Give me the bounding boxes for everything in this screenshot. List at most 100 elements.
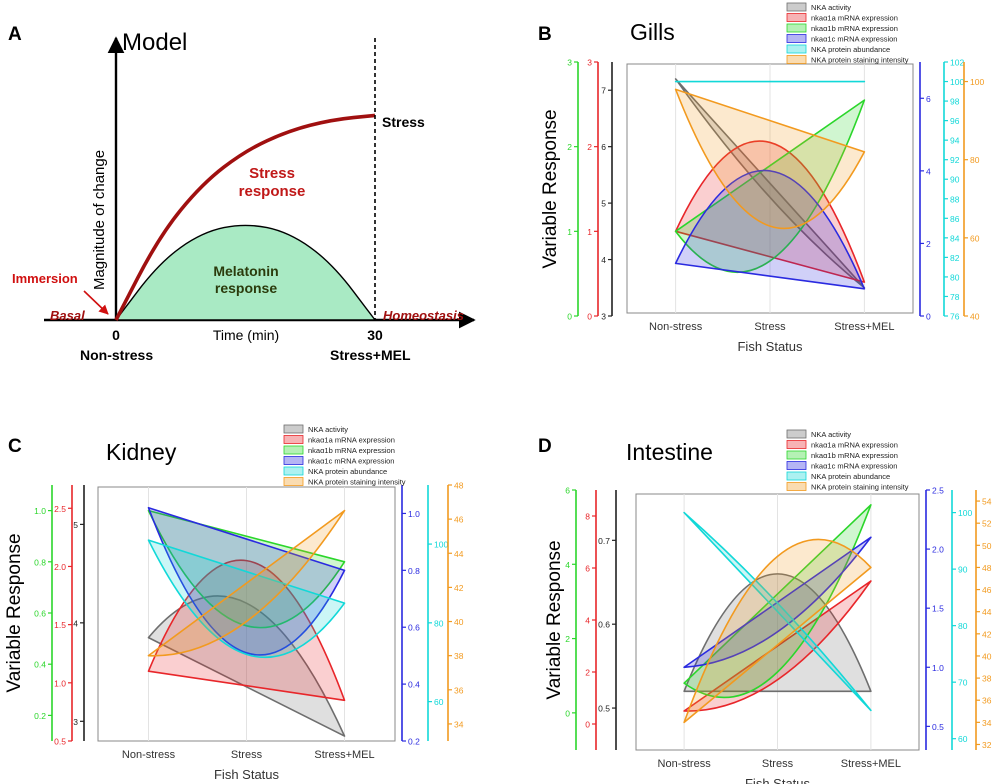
axis-tick-label: 100 [958, 508, 972, 518]
legend-swatch [786, 482, 807, 491]
axis-tick-label: 3 [601, 312, 606, 322]
homeostasis-label: Homeostasis [383, 308, 464, 323]
panel-title-b: Gills [630, 19, 675, 45]
axis-tick-label: 100 [970, 77, 984, 87]
axis-tick-label: 5 [73, 520, 78, 530]
axis-tick-label: 80 [434, 618, 444, 628]
axis-tick-label: 90 [950, 175, 960, 185]
legend-swatch [786, 440, 807, 449]
axis-tick-label: 80 [958, 621, 968, 631]
stress-response-label-2: response [239, 183, 306, 200]
x-tick-30: 30 [367, 327, 383, 343]
axis-tick-label: 40 [982, 651, 992, 661]
model-title: Model [122, 29, 187, 56]
axis-tick-label: 96 [950, 116, 960, 126]
legend-label: NKA protein staining intensity [811, 483, 909, 492]
axis-tick-label: 7 [601, 86, 606, 96]
melatonin-response-area [114, 224, 377, 321]
axis-tick-label: 80 [950, 272, 960, 282]
legend-label: nkaα1a mRNA expression [811, 441, 898, 450]
non-stress-label: Non-stress [80, 347, 153, 363]
y-axis-label: Variable Response [544, 540, 565, 699]
x-category-label: Stress+MEL [314, 749, 374, 761]
legend-label: NKA activity [811, 3, 851, 12]
axis-tick-label: 0 [926, 312, 931, 322]
panel-letter-a: A [8, 24, 22, 45]
x-axis-label: Fish Status [745, 776, 811, 784]
legend-swatch [786, 13, 807, 22]
series-3-area [147, 509, 346, 629]
legend-label: NKA protein abundance [811, 472, 890, 481]
legend-label: NKA activity [308, 425, 348, 434]
series-6-area [674, 88, 866, 229]
legend-swatch [786, 471, 807, 481]
axis-tick-label: 5 [601, 199, 606, 209]
legend-label: nkaα1a mRNA expression [308, 436, 395, 445]
panel-letter-b: B [538, 24, 552, 45]
series-3-area [674, 99, 866, 273]
axis-tick-label: 78 [950, 292, 960, 302]
axis-tick-label: 84 [950, 233, 960, 243]
panel-b: B Gills0123012334567024676788082848688909… [538, 2, 984, 354]
panel-title-c: Kidney [106, 439, 177, 465]
x-category-label: Stress [762, 758, 794, 770]
axis-tick-label: 50 [982, 541, 992, 551]
legend-swatch [283, 445, 304, 455]
axis-tick-label: 4 [73, 618, 78, 628]
axis-tick-label: 70 [958, 678, 968, 688]
basal-label: Basal [50, 308, 85, 323]
x-category-label: Non-stress [122, 749, 176, 761]
axis-tick-label: 2 [567, 142, 572, 152]
axis-tick-label: 0.5 [54, 737, 66, 747]
series-6-area [147, 509, 346, 657]
axis-tick-label: 0.4 [408, 680, 420, 690]
series-2-area [147, 559, 346, 702]
legend-label: nkaα1b mRNA expression [811, 24, 898, 33]
axis-tick-label: 88 [950, 194, 960, 204]
x-category-label: Non-stress [658, 758, 712, 770]
melatonin-response-label-1: Melatonin [213, 263, 278, 279]
series-1-area [147, 595, 346, 737]
axis-tick-label: 92 [950, 155, 960, 165]
legend-swatch [786, 44, 807, 54]
legend-swatch [283, 466, 304, 476]
legend-swatch [786, 23, 807, 33]
legend-label: nkaα1b mRNA expression [308, 446, 395, 455]
legend-swatch [283, 477, 304, 486]
axis-tick-label: 46 [982, 585, 992, 595]
legend-swatch [786, 429, 807, 439]
axis-tick-label: 1.0 [34, 506, 46, 516]
panel-title-d: Intestine [626, 439, 713, 465]
axis-tick-label: 6 [585, 564, 590, 574]
y-axis-label: Magnitude of change [91, 150, 108, 290]
axis-tick-label: 86 [950, 214, 960, 224]
x-axis-label: Time (min) [213, 327, 279, 343]
axis-tick-label: 6 [565, 486, 570, 496]
axis-tick-label: 4 [926, 166, 931, 176]
axis-tick-label: 32 [982, 740, 992, 750]
axis-tick-label: 0 [567, 312, 572, 322]
axis-tick-label: 102 [950, 58, 964, 68]
legend-swatch [283, 424, 304, 434]
axis-tick-label: 0 [565, 708, 570, 718]
legend-swatch [786, 2, 807, 12]
axis-tick-label: 34 [982, 718, 992, 728]
axis-tick-label: 2.0 [932, 545, 944, 555]
stress-label: Stress [382, 114, 425, 130]
immersion-label: Immersion [12, 271, 78, 286]
axis-tick-label: 2.5 [54, 504, 66, 514]
series-2-area [674, 140, 866, 283]
legend-label: NKA activity [811, 430, 851, 439]
axis-tick-label: 48 [454, 481, 464, 491]
legend-label: nkaα1c mRNA expression [811, 462, 897, 471]
axis-tick-label: 44 [454, 549, 464, 559]
melatonin-response-label-2: response [215, 280, 277, 296]
x-tick-0: 0 [112, 327, 120, 343]
axis-tick-label: 40 [970, 312, 980, 322]
legend-swatch [786, 461, 807, 470]
x-category-label: Non-stress [649, 321, 703, 333]
series-2-area [683, 580, 872, 712]
axis-tick-label: 36 [982, 696, 992, 706]
axis-tick-label: 4 [565, 560, 570, 570]
axis-tick-label: 36 [454, 685, 464, 695]
